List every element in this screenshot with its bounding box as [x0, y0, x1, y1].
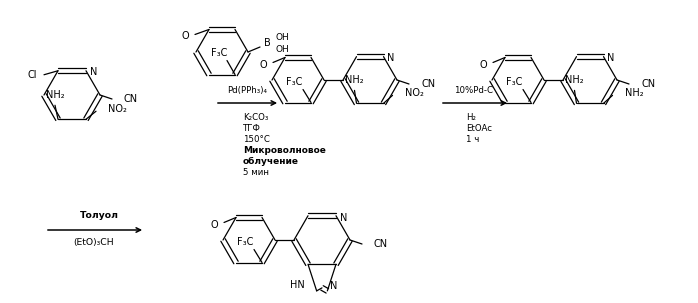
Text: O: O [210, 221, 218, 231]
Text: облучение: облучение [243, 157, 299, 166]
Text: 5 мин: 5 мин [243, 168, 269, 177]
Text: CN: CN [641, 79, 655, 89]
Text: B: B [264, 38, 270, 48]
Text: ТГФ: ТГФ [243, 124, 261, 133]
Text: CN: CN [124, 94, 138, 104]
Text: OH: OH [276, 34, 290, 42]
Text: F₃C: F₃C [237, 237, 253, 247]
Text: F₃C: F₃C [286, 77, 302, 87]
Text: NO₂: NO₂ [108, 104, 127, 114]
Text: CN: CN [421, 79, 435, 89]
Text: 1 ч: 1 ч [466, 135, 480, 144]
Text: HN: HN [290, 280, 304, 290]
Text: CN: CN [374, 239, 388, 249]
Text: O: O [181, 32, 189, 42]
Text: N: N [90, 67, 98, 77]
Text: NH₂: NH₂ [625, 88, 643, 98]
Text: OH: OH [276, 45, 290, 54]
Text: F₃C: F₃C [506, 77, 522, 87]
Text: H₂: H₂ [466, 113, 476, 122]
Text: Толуол: Толуол [80, 211, 119, 220]
Text: NH₂: NH₂ [565, 75, 584, 85]
Text: NH₂: NH₂ [45, 90, 64, 100]
Text: NO₂: NO₂ [405, 88, 424, 98]
Text: (EtO)₃CH: (EtO)₃CH [73, 238, 114, 247]
Text: O: O [480, 61, 487, 71]
Text: N: N [387, 53, 395, 63]
Text: NH₂: NH₂ [346, 75, 364, 85]
Text: K₂CO₃: K₂CO₃ [243, 113, 268, 122]
Text: 150°C: 150°C [243, 135, 270, 144]
Text: Микроволновое: Микроволновое [243, 146, 326, 155]
Text: F₃C: F₃C [211, 48, 227, 58]
Text: N: N [340, 213, 348, 223]
Text: N: N [607, 53, 615, 63]
Text: N: N [330, 281, 337, 291]
Text: 10%Pd-C: 10%Pd-C [454, 86, 493, 95]
Text: Cl: Cl [27, 70, 37, 80]
Text: Pd(PPh₃)₄: Pd(PPh₃)₄ [227, 86, 267, 95]
Text: EtOAc: EtOAc [466, 124, 492, 133]
Text: O: O [259, 61, 267, 71]
